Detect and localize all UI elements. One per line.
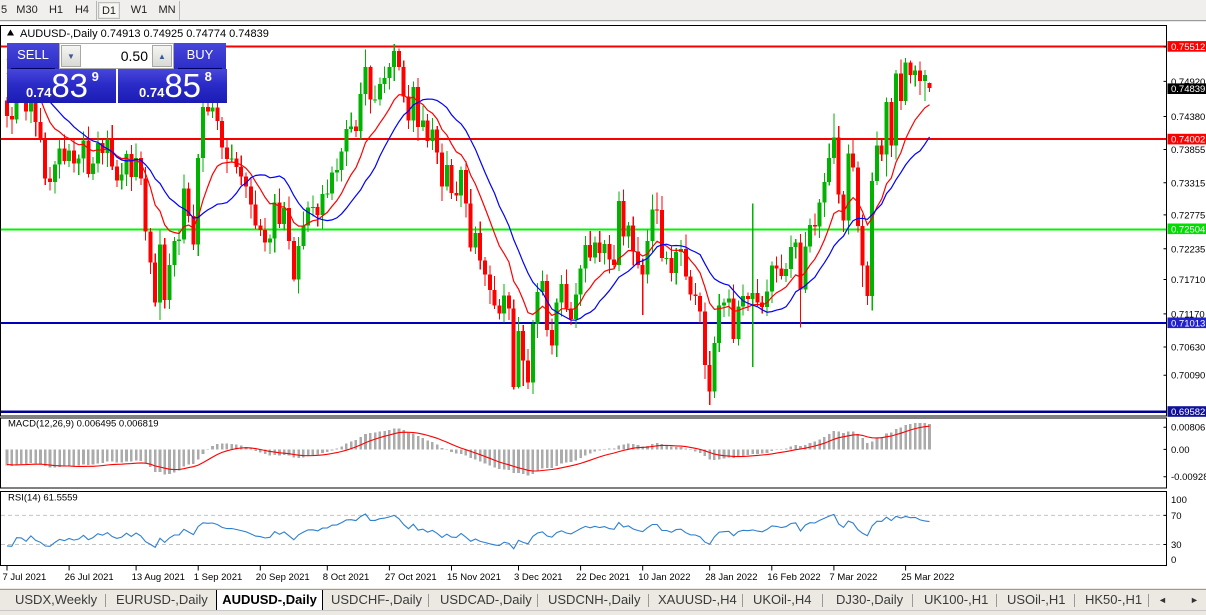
svg-text:70: 70 [1171, 511, 1182, 522]
svg-text:0.73855: 0.73855 [1171, 145, 1205, 156]
svg-text:0: 0 [1171, 555, 1176, 566]
svg-text:MACD(12,26,9) 0.006495 0.00681: MACD(12,26,9) 0.006495 0.006819 [8, 419, 159, 430]
svg-text:7 Mar 2022: 7 Mar 2022 [829, 572, 877, 583]
svg-text:0.74839: 0.74839 [1171, 84, 1205, 95]
svg-text:13 Aug 2021: 13 Aug 2021 [132, 572, 185, 583]
svg-text:7 Jul 2021: 7 Jul 2021 [3, 572, 47, 583]
svg-text:0.75512: 0.75512 [1171, 42, 1205, 53]
svg-text:0.74002: 0.74002 [1171, 135, 1205, 146]
svg-text:0.71013: 0.71013 [1171, 318, 1205, 329]
svg-text:30: 30 [1171, 540, 1182, 551]
svg-text:100: 100 [1171, 495, 1187, 506]
svg-text:0.72235: 0.72235 [1171, 244, 1205, 255]
svg-text:1 Sep 2021: 1 Sep 2021 [194, 572, 243, 583]
svg-text:15 Nov 2021: 15 Nov 2021 [447, 572, 501, 583]
svg-text:0.72504: 0.72504 [1171, 224, 1205, 235]
svg-text:28 Jan 2022: 28 Jan 2022 [705, 572, 757, 583]
svg-text:25 Mar 2022: 25 Mar 2022 [901, 572, 954, 583]
svg-text:10 Jan 2022: 10 Jan 2022 [638, 572, 690, 583]
svg-text:22 Dec 2021: 22 Dec 2021 [576, 572, 630, 583]
svg-text:16 Feb 2022: 16 Feb 2022 [767, 572, 820, 583]
svg-text:0.74920: 0.74920 [1171, 77, 1205, 88]
svg-text:0.71170: 0.71170 [1171, 309, 1205, 320]
svg-text:0.008061: 0.008061 [1171, 423, 1206, 434]
svg-text:RSI(14) 61.5559: RSI(14) 61.5559 [8, 493, 78, 504]
svg-text:27 Oct 2021: 27 Oct 2021 [385, 572, 437, 583]
svg-text:0.71710: 0.71710 [1171, 275, 1205, 286]
svg-text:26 Jul 2021: 26 Jul 2021 [65, 572, 114, 583]
svg-text:-0.00928: -0.00928 [1171, 472, 1206, 483]
svg-text:0.69582: 0.69582 [1171, 407, 1205, 418]
svg-text:0.73315: 0.73315 [1171, 178, 1205, 189]
svg-text:8 Oct 2021: 8 Oct 2021 [323, 572, 369, 583]
svg-text:AUDUSD-,Daily 0.74913 0.74925: AUDUSD-,Daily 0.74913 0.74925 0.74774 0.… [20, 28, 269, 40]
svg-text:0.72775: 0.72775 [1171, 210, 1205, 221]
svg-text:0.00: 0.00 [1171, 445, 1190, 456]
svg-text:0.70630: 0.70630 [1171, 343, 1205, 354]
svg-text:20 Sep 2021: 20 Sep 2021 [256, 572, 310, 583]
svg-text:3 Dec 2021: 3 Dec 2021 [514, 572, 563, 583]
svg-text:0.70090: 0.70090 [1171, 371, 1205, 382]
svg-text:0.74380: 0.74380 [1171, 112, 1205, 123]
